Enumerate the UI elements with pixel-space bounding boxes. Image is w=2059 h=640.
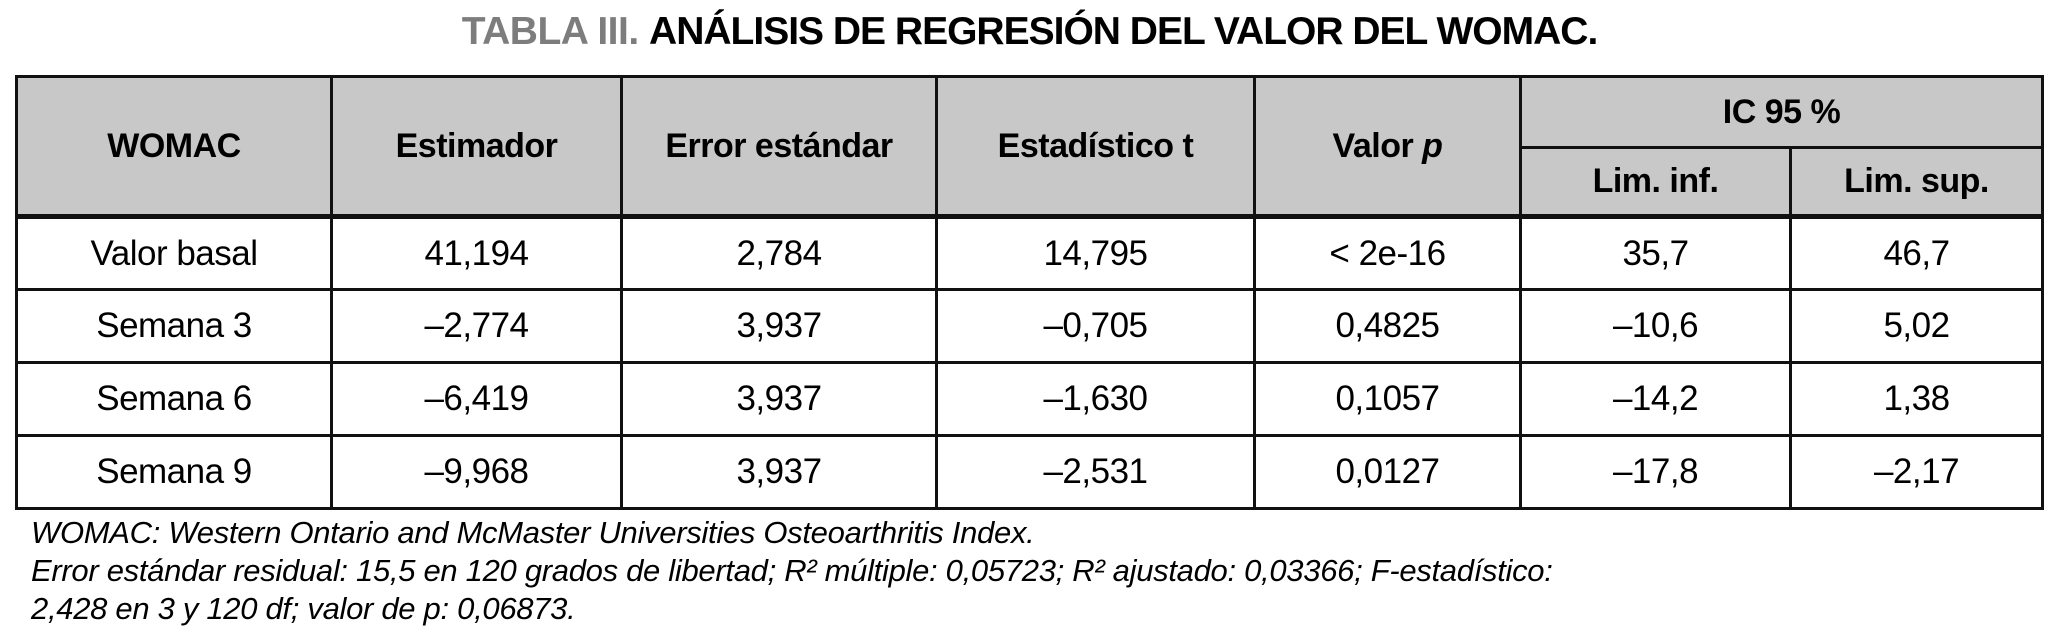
cell-error-estandar: 3,937 xyxy=(620,361,938,437)
table-row-semana-3: Semana 3 –2,774 3,937 –0,705 0,4825 –10,… xyxy=(15,288,2045,364)
cell-lim-sup: 1,38 xyxy=(1788,361,2045,437)
cell-estimador: –9,968 xyxy=(330,434,623,510)
col-header-lim-inf: Lim. inf. xyxy=(1519,146,1792,218)
cell-estadistico-t: –2,531 xyxy=(935,434,1256,510)
col-header-estimador: Estimador xyxy=(330,75,623,218)
cell-error-estandar: 3,937 xyxy=(620,434,938,510)
cell-lim-inf: –17,8 xyxy=(1519,434,1792,510)
cell-valor-p: < 2e-16 xyxy=(1253,214,1522,291)
cell-lim-inf: –14,2 xyxy=(1519,361,1792,437)
valor-p-variable: p xyxy=(1422,126,1443,165)
table-body: Valor basal 41,194 2,784 14,795 < 2e-16 … xyxy=(15,214,2045,510)
regression-table: WOMAC Estimador Error estándar Estadísti… xyxy=(15,75,2045,510)
col-header-estadistico-t: Estadístico t xyxy=(935,75,1256,218)
table-header: WOMAC Estimador Error estándar Estadísti… xyxy=(15,75,2045,218)
col-header-error-estandar: Error estándar xyxy=(620,75,938,218)
table-number-label: TABLA III. xyxy=(461,10,639,53)
col-header-valor-p: Valor p xyxy=(1253,75,1522,218)
table-row-semana-6: Semana 6 –6,419 3,937 –1,630 0,1057 –14,… xyxy=(15,361,2045,437)
cell-lim-sup: 5,02 xyxy=(1788,288,2045,364)
cell-lim-sup: 46,7 xyxy=(1788,214,2045,291)
row-label: Valor basal xyxy=(15,214,333,291)
cell-estimador: –2,774 xyxy=(330,288,623,364)
cell-estimador: –6,419 xyxy=(330,361,623,437)
footnote-model-stats-line2: 2,428 en 3 y 120 df; valor de p: 0,06873… xyxy=(31,591,576,626)
cell-valor-p: 0,0127 xyxy=(1253,434,1522,510)
col-header-ic95: IC 95 % xyxy=(1518,75,2045,149)
table-title-text: ANÁLISIS DE REGRESIÓN DEL VALOR DEL WOMA… xyxy=(649,10,1598,53)
cell-lim-sup: –2,17 xyxy=(1788,434,2045,510)
footnote-model-stats-line1: Error estándar residual: 15,5 en 120 gra… xyxy=(31,553,1553,588)
cell-lim-inf: 35,7 xyxy=(1519,214,1792,291)
cell-valor-p: 0,4825 xyxy=(1253,288,1522,364)
cell-error-estandar: 3,937 xyxy=(620,288,938,364)
valor-p-prefix: Valor xyxy=(1332,126,1414,165)
cell-valor-p: 0,1057 xyxy=(1253,361,1522,437)
col-header-womac: WOMAC xyxy=(15,75,333,218)
cell-estadistico-t: –1,630 xyxy=(935,361,1256,437)
cell-estimador: 41,194 xyxy=(330,214,623,291)
table-row-valor-basal: Valor basal 41,194 2,784 14,795 < 2e-16 … xyxy=(15,214,2045,291)
row-label: Semana 6 xyxy=(15,361,333,437)
table-row-semana-9: Semana 9 –9,968 3,937 –2,531 0,0127 –17,… xyxy=(15,434,2045,510)
footnote-womac-definition: WOMAC: Western Ontario and McMaster Univ… xyxy=(31,515,1035,550)
table-title: TABLA III. ANÁLISIS DE REGRESIÓN DEL VAL… xyxy=(0,10,2059,54)
cell-estadistico-t: 14,795 xyxy=(935,214,1256,291)
col-header-lim-sup: Lim. sup. xyxy=(1788,146,2045,218)
row-label: Semana 3 xyxy=(15,288,333,364)
cell-estadistico-t: –0,705 xyxy=(935,288,1256,364)
row-label: Semana 9 xyxy=(15,434,333,510)
table-footnotes: WOMAC: Western Ontario and McMaster Univ… xyxy=(31,514,2041,628)
cell-lim-inf: –10,6 xyxy=(1519,288,1792,364)
cell-error-estandar: 2,784 xyxy=(620,214,938,291)
